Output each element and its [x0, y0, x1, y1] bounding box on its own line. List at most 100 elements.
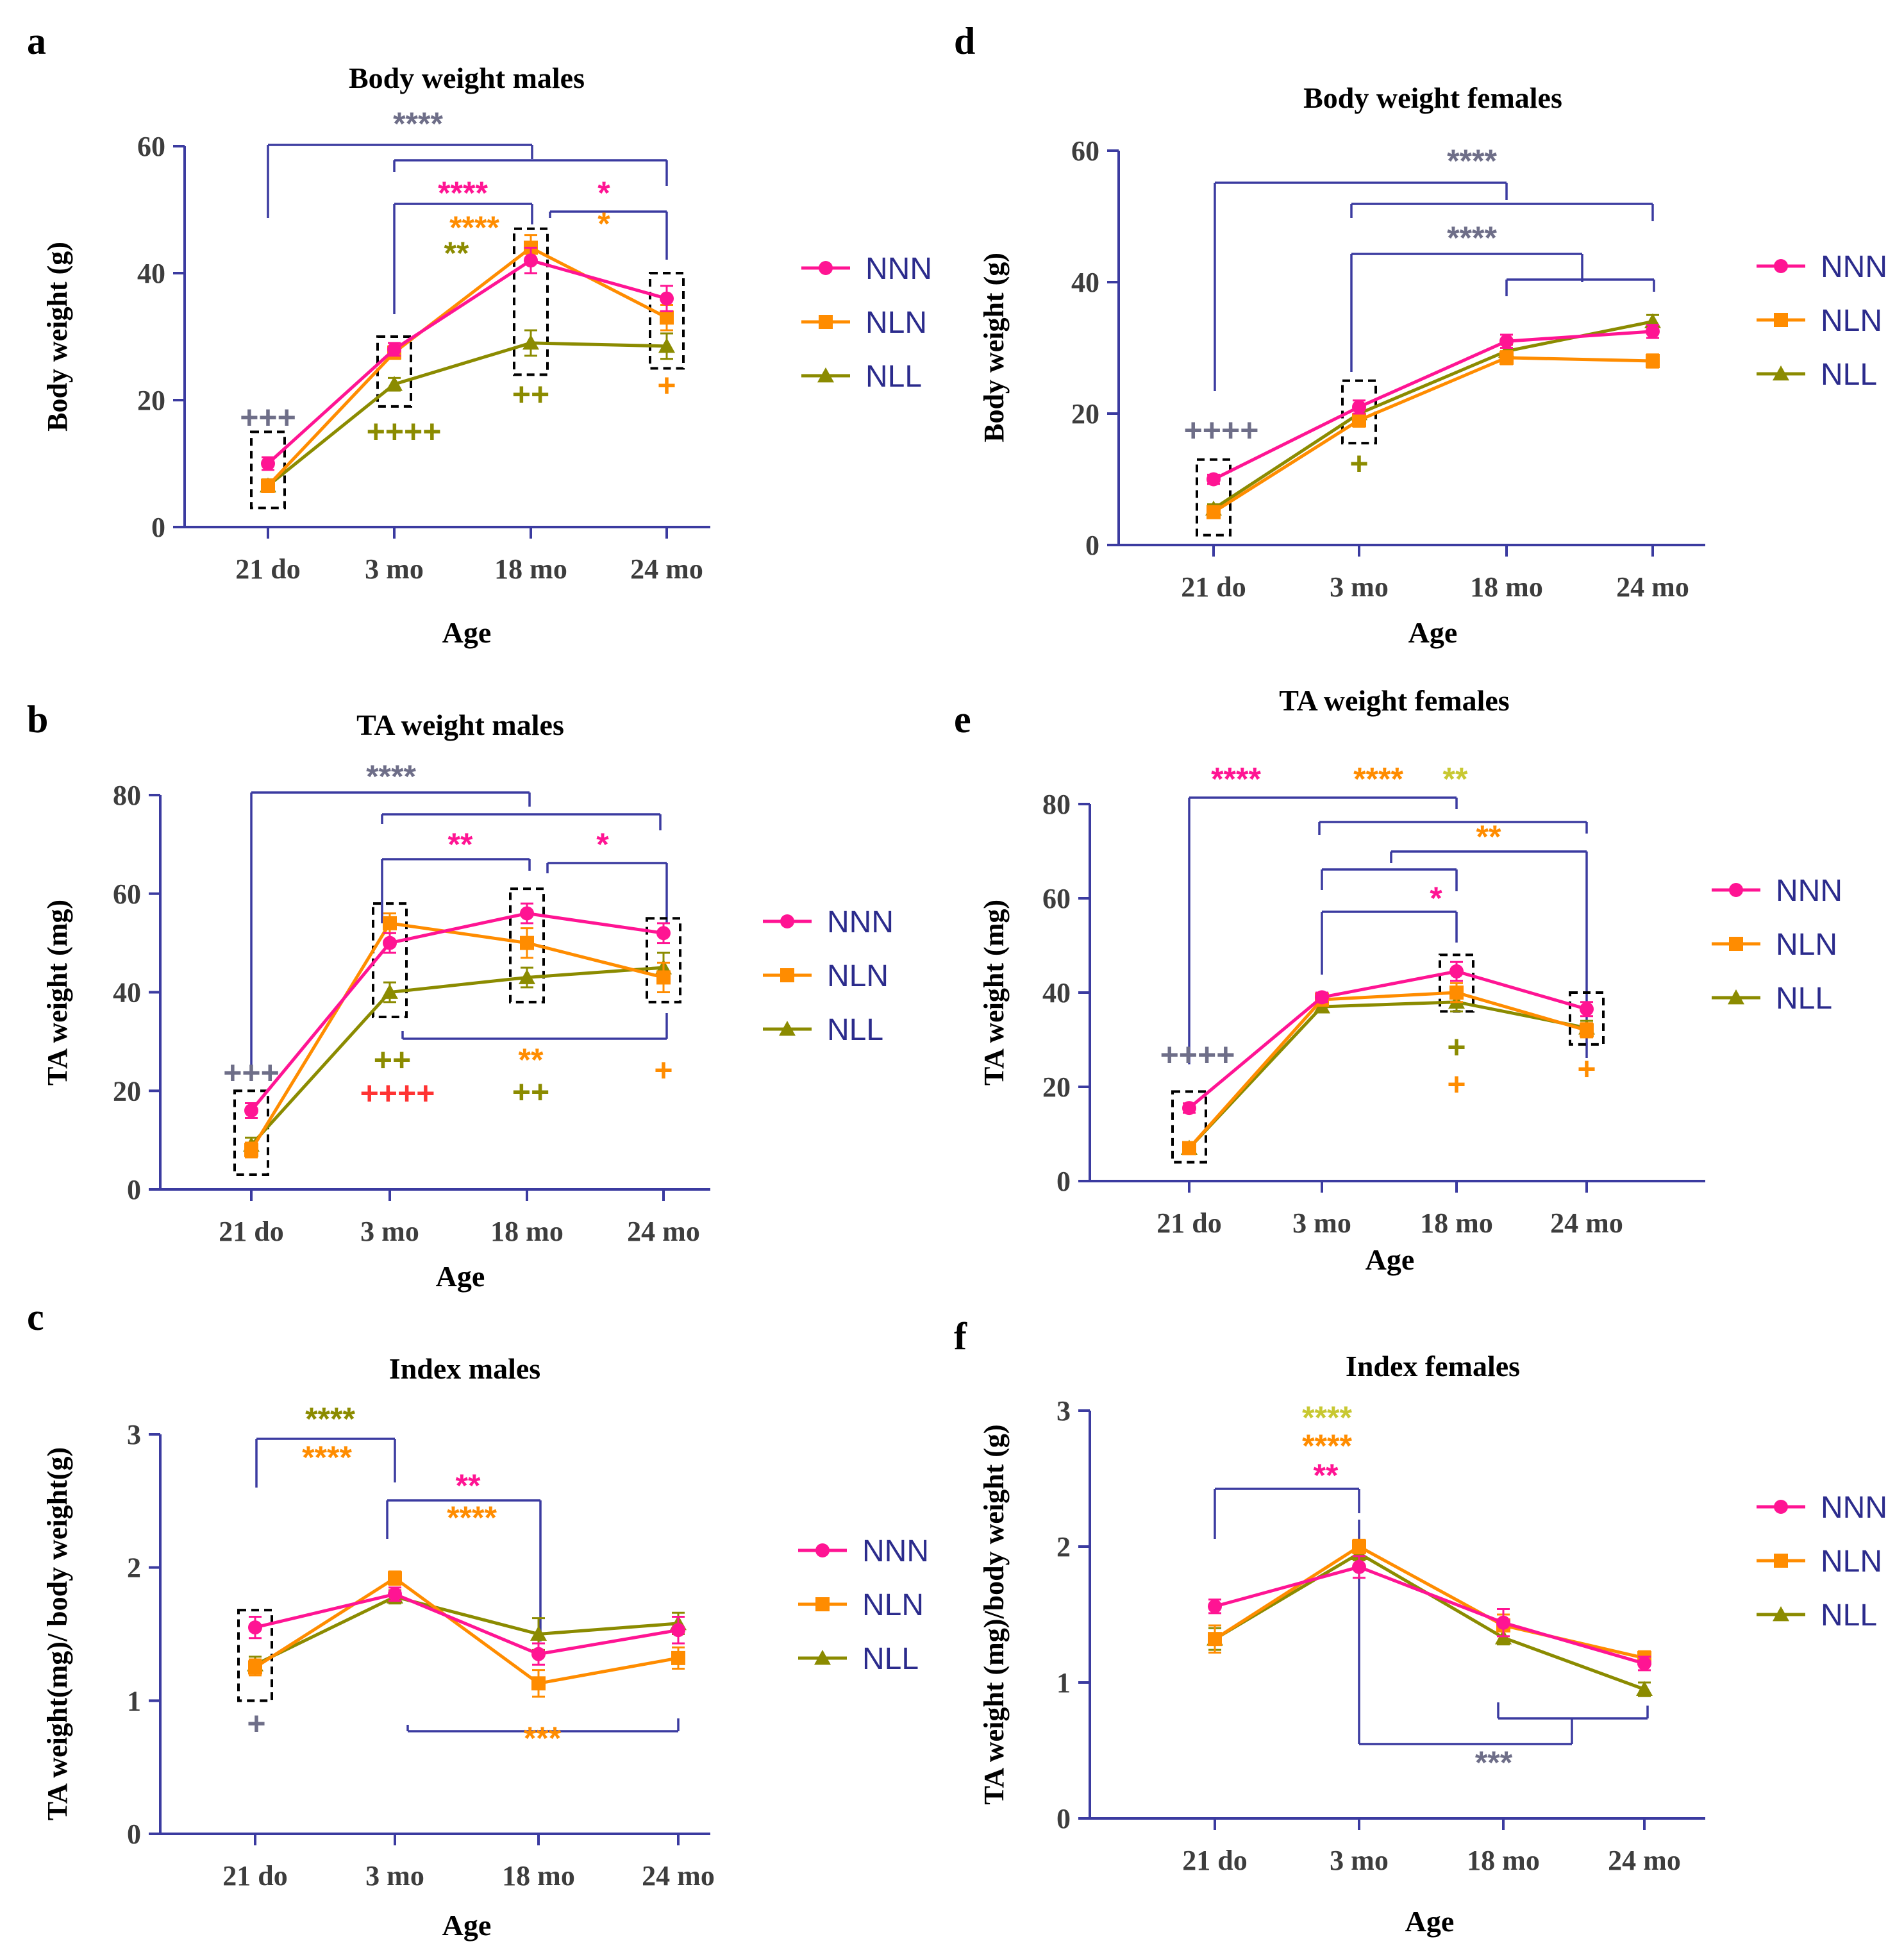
legend-marker-NLN — [1774, 1554, 1788, 1568]
significance-label: ** — [1314, 1457, 1339, 1493]
panel-a: a Body weight males 0 20 40 60 21 do 3 mo 18 mo 2… — [27, 20, 932, 649]
x-tick-label: 21 do — [1181, 571, 1246, 603]
series-line-NLN — [1188, 991, 1587, 1150]
significance-label: **** — [449, 210, 499, 246]
legend: NNN NLN NLL — [763, 905, 894, 1047]
significance-label: ++++ — [1184, 412, 1259, 448]
y-tick-label: 1 — [1056, 1667, 1071, 1699]
x-tick-label: 24 mo — [1608, 1845, 1681, 1876]
y-tick-label: 60 — [1042, 883, 1071, 914]
significance-label: **** — [1353, 761, 1403, 797]
legend: NNN NLN NLL — [1757, 1491, 1887, 1632]
legend: NNN NLN NLL — [1712, 874, 1842, 1016]
y-tick-label: 2 — [1056, 1531, 1071, 1563]
x-tick-label: 21 do — [1182, 1845, 1247, 1876]
legend-label: NNN — [865, 252, 932, 286]
significance-label: ** — [519, 1042, 544, 1078]
chart-title: TA weight males — [356, 709, 564, 741]
panel-letter: e — [954, 698, 971, 741]
data-point-NLN — [1208, 1632, 1222, 1647]
x-tick-label: 21 do — [222, 1860, 287, 1892]
data-point-NNN — [671, 1623, 685, 1638]
significance-label: **** — [1302, 1428, 1352, 1464]
significance-label: **** — [1302, 1400, 1352, 1436]
data-point-NLN — [1499, 350, 1514, 365]
highlight-box — [509, 887, 545, 1003]
y-tick-label: 0 — [151, 512, 165, 543]
highlight-box — [372, 902, 408, 1018]
series-line-NLL — [1214, 1551, 1645, 1691]
significance-label: ++ — [374, 1042, 411, 1078]
x-tick-label: 3 mo — [365, 553, 424, 585]
legend-marker-NLL — [779, 1021, 796, 1036]
data-point-NLN — [244, 1143, 258, 1157]
significance-label: **** — [438, 175, 488, 211]
data-point-NNN — [524, 253, 538, 268]
x-tick-label: 18 mo — [1420, 1207, 1493, 1239]
y-tick-label: 0 — [127, 1818, 141, 1850]
y-tick-label: 40 — [1071, 267, 1099, 298]
data-point-NNN — [1499, 334, 1514, 349]
data-point-NLN — [261, 478, 275, 493]
legend: NNN NLN NLL — [1757, 250, 1887, 392]
y-tick-label: 80 — [1042, 789, 1071, 820]
legend-label: NLL — [862, 1642, 919, 1676]
data-point-NNN — [1646, 324, 1660, 339]
legend-marker-NLN — [780, 968, 794, 982]
significance-label: +++ — [240, 399, 296, 435]
chart-title: Index females — [1346, 1350, 1520, 1382]
legend-marker-NLL — [814, 1650, 831, 1665]
data-point-NLN — [671, 1650, 685, 1665]
legend-marker-NLL — [1773, 1606, 1789, 1622]
significance-label: * — [597, 175, 610, 211]
data-point-NNN — [531, 1647, 546, 1661]
data-point-NNN — [383, 936, 397, 950]
series-line-NNN — [1188, 969, 1587, 1109]
highlight-box — [233, 1089, 269, 1176]
data-point-NNN — [1352, 1559, 1366, 1574]
significance-label: * — [597, 206, 610, 242]
data-point-NLL — [519, 969, 535, 984]
significance-label: ** — [444, 235, 469, 271]
data-point-NLN — [656, 970, 671, 985]
data-point-NNN — [387, 342, 401, 357]
x-axis-label: Age — [436, 1260, 485, 1293]
data-point-NNN — [660, 291, 674, 306]
y-tick-label: 2 — [127, 1552, 141, 1584]
highlight-box — [1196, 458, 1232, 537]
legend-label: NLL — [1821, 1598, 1877, 1632]
significance-label: * — [596, 826, 609, 862]
x-tick-label: 3 mo — [365, 1860, 424, 1892]
y-tick-label: 20 — [113, 1075, 141, 1107]
legend-label: NNN — [1776, 874, 1842, 908]
series-line-NLN — [1212, 356, 1653, 514]
data-point-NLN — [248, 1660, 262, 1675]
x-tick-label: 3 mo — [1292, 1207, 1351, 1239]
significance-label: *** — [1475, 1745, 1513, 1781]
data-point-NLL — [530, 1625, 547, 1641]
significance-label: +++ — [223, 1055, 280, 1091]
data-point-NLN — [660, 310, 674, 325]
significance-label: ** — [1443, 761, 1468, 797]
x-axis-label: Age — [442, 616, 492, 649]
series-line-NNN — [1214, 1565, 1645, 1665]
x-tick-label: 18 mo — [502, 1860, 575, 1892]
data-point-NNN — [388, 1587, 402, 1602]
legend-marker-NNN — [780, 914, 794, 928]
highlight-box — [1171, 1090, 1207, 1164]
panel-letter: a — [27, 20, 46, 62]
y-tick-label: 20 — [137, 385, 165, 416]
legend: NNN NLN NLL — [801, 252, 932, 394]
legend-label: NLN — [865, 306, 927, 340]
legend-label: NNN — [1821, 250, 1887, 284]
highlight-box — [513, 227, 549, 376]
y-tick-label: 0 — [1085, 530, 1099, 561]
series-line-NLN — [254, 1576, 679, 1685]
significance-label: **** — [393, 106, 443, 142]
y-tick-label: 3 — [1056, 1395, 1071, 1427]
x-axis-label: Age — [1408, 616, 1458, 649]
data-point-NNN — [1182, 1101, 1196, 1116]
series-line-NLN — [249, 921, 664, 1151]
highlight-box — [649, 272, 685, 370]
data-point-NNN — [1496, 1615, 1510, 1630]
